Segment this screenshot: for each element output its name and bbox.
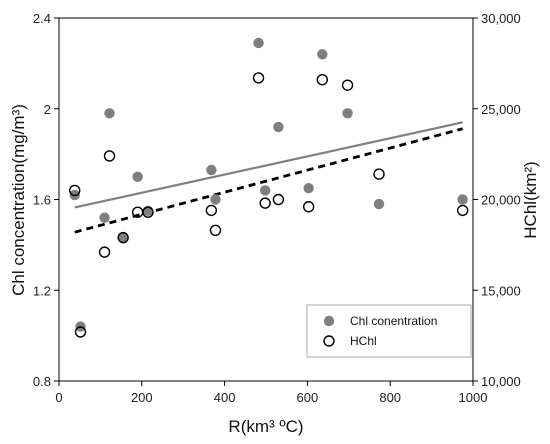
hchl-point bbox=[259, 197, 271, 209]
chl-point bbox=[273, 121, 284, 133]
hchl-point bbox=[103, 150, 116, 162]
legend-box bbox=[306, 304, 472, 358]
hchl-point bbox=[69, 184, 81, 197]
y-right-tick-label: 25,000 bbox=[481, 102, 521, 117]
chl-point bbox=[210, 194, 221, 205]
x-tick-label: 600 bbox=[297, 390, 319, 405]
chl-point bbox=[303, 182, 314, 194]
chl-point bbox=[342, 108, 353, 119]
x-axis-ticks: 0 200 400 600 800 1000 bbox=[55, 381, 487, 405]
chl-point bbox=[373, 198, 385, 210]
hchl-point bbox=[373, 168, 385, 180]
chl-point bbox=[253, 37, 264, 49]
chl-point bbox=[99, 212, 110, 223]
hchl-point bbox=[456, 204, 469, 217]
hchl-point bbox=[252, 72, 265, 84]
y-left-tick-label: 0.8 bbox=[33, 374, 51, 389]
y-left-tick-label: 2 bbox=[44, 102, 51, 117]
x-tick-label: 400 bbox=[214, 390, 236, 405]
hchl-trendline bbox=[74, 127, 464, 234]
legend-label-chl: Chl conentration bbox=[350, 314, 437, 328]
y-left-tick-label: 1.6 bbox=[33, 193, 51, 208]
y-left-axis-title: Chl concentration(mg/m³) bbox=[9, 104, 28, 296]
hchl-point bbox=[98, 246, 111, 258]
chl-point bbox=[206, 164, 217, 176]
chl-point bbox=[117, 232, 129, 244]
y-left-tick-label: 1.2 bbox=[33, 283, 51, 298]
legend-label-hchl: HChl bbox=[350, 334, 377, 348]
y-right-tick-label: 20,000 bbox=[481, 193, 521, 208]
hchl-point bbox=[74, 326, 87, 338]
y-right-tick-label: 15,000 bbox=[481, 283, 521, 298]
x-tick-label: 0 bbox=[55, 390, 62, 405]
y-right-tick-label: 30,000 bbox=[481, 11, 521, 26]
chl-point bbox=[104, 108, 115, 119]
y-right-tick-label: 10,000 bbox=[481, 374, 521, 389]
hchl-point bbox=[205, 204, 218, 217]
legend-marker-chl bbox=[323, 315, 335, 327]
chl-trendline bbox=[74, 121, 463, 209]
y-right-axis-title: HChl(km²) bbox=[521, 161, 540, 238]
chl-point bbox=[259, 185, 271, 196]
chl-point bbox=[457, 194, 468, 205]
x-tick-label: 800 bbox=[379, 390, 401, 405]
hchl-point bbox=[142, 206, 154, 218]
trendlines bbox=[74, 121, 464, 234]
hchl-point bbox=[209, 224, 222, 237]
data-points bbox=[69, 37, 469, 338]
legend-marker-hchl bbox=[323, 335, 335, 347]
x-tick-label: 200 bbox=[131, 390, 153, 405]
x-tick-label: 1000 bbox=[459, 390, 488, 405]
y-left-axis-ticks: 0.8 1.2 1.6 2 2.4 bbox=[33, 11, 59, 389]
y-left-tick-label: 2.4 bbox=[33, 11, 51, 26]
chl-point bbox=[317, 49, 328, 60]
hchl-point bbox=[117, 231, 129, 244]
hchl-point bbox=[316, 74, 329, 86]
x-axis-title: R(km³ ºC) bbox=[228, 417, 303, 436]
hchl-point bbox=[341, 79, 354, 91]
chl-point bbox=[132, 171, 143, 183]
legend: Chl conentration HChl bbox=[306, 304, 472, 358]
hchl-point bbox=[272, 193, 285, 206]
hchl-point bbox=[302, 201, 315, 213]
y-right-axis-ticks: 10,000 15,000 20,000 25,000 30,000 bbox=[473, 11, 521, 389]
